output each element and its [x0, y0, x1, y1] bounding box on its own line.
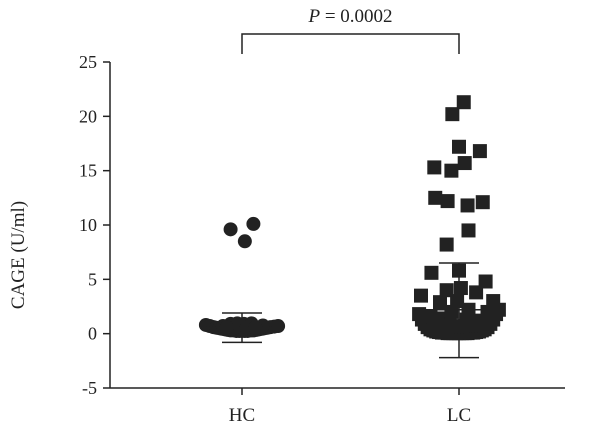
data-point [469, 285, 484, 300]
y-tick-label: 15 [79, 161, 97, 181]
p-value: = 0.0002 [320, 6, 392, 27]
data-point [480, 304, 495, 319]
data-point [461, 223, 476, 238]
x-tick-label: HC [229, 405, 255, 426]
p-value-label: P = 0.0002 [307, 6, 392, 27]
data-point [237, 234, 252, 249]
axes: -5 0 5 10 15 20 25 HC LC [79, 52, 565, 426]
data-point [486, 294, 501, 309]
data-point [414, 288, 428, 303]
data-point [223, 222, 238, 237]
data-point [439, 283, 454, 298]
y-tick-label: 25 [79, 52, 97, 72]
data-point [450, 294, 465, 309]
data-point [475, 195, 490, 210]
data-point [456, 95, 471, 110]
x-tick-label: LC [447, 405, 471, 426]
data-point [427, 160, 442, 175]
data-point [478, 274, 493, 289]
data-point [433, 295, 447, 310]
data-point [440, 194, 455, 209]
significance-annotation: P = 0.0002 [241, 6, 460, 54]
chart-marks [198, 95, 506, 359]
data-point [444, 163, 459, 178]
data-point [452, 139, 466, 154]
data-point [472, 144, 487, 159]
data-point [428, 316, 443, 331]
data-point [246, 216, 261, 231]
data-point [445, 107, 460, 122]
significance-bracket [241, 33, 460, 54]
data-point [453, 281, 468, 296]
y-tick-label: 10 [79, 215, 97, 235]
data-point [460, 198, 475, 213]
data-point [428, 190, 443, 205]
data-point [424, 265, 439, 280]
data-point [439, 237, 454, 252]
data-point [475, 316, 490, 331]
data-point [457, 156, 472, 171]
data-point [444, 304, 459, 319]
y-tick-label: 20 [79, 106, 97, 126]
y-tick-label: -5 [82, 378, 97, 398]
y-axis-label: CAGE (U/ml) [8, 201, 29, 309]
p-symbol: P [307, 6, 320, 27]
data-point [271, 319, 286, 334]
y-tick-label: 0 [88, 324, 97, 344]
y-tick-label: 5 [88, 269, 97, 289]
